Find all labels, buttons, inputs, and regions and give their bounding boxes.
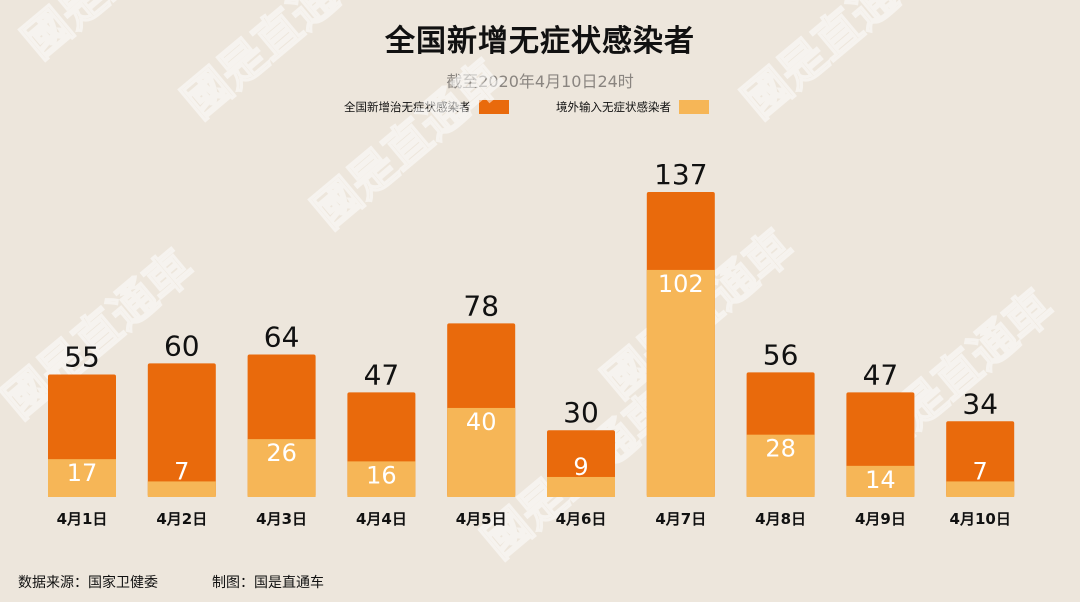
bar-imported-label: 28 — [765, 435, 796, 463]
x-tick-label: 4月3日 — [256, 510, 307, 528]
bar-imported-label: 7 — [174, 457, 189, 485]
bar-total-label: 47 — [863, 358, 899, 391]
bar-segment-imported — [646, 269, 715, 497]
legend-item-domestic: 全国新增治无症状感染者 — [344, 98, 509, 116]
x-tick-label: 4月8日 — [755, 510, 806, 528]
x-tick-label: 4月6日 — [556, 510, 607, 528]
bar-segment-domestic — [946, 421, 1015, 497]
bar-imported-label: 102 — [658, 270, 704, 298]
bar-total-label: 47 — [364, 358, 400, 391]
watermark-text-0: 國是直通車 — [12, 0, 223, 68]
bar-segment-imported — [946, 481, 1015, 497]
bar-segment-domestic — [147, 363, 216, 497]
legend-label-imported: 境外输入无症状感染者 — [556, 100, 671, 114]
bar-imported-label: 17 — [67, 459, 98, 487]
bar-segment-imported — [846, 465, 915, 497]
x-tick-label: 4月9日 — [855, 510, 906, 528]
x-tick-label: 4月5日 — [456, 510, 507, 528]
bar-total-label: 56 — [763, 338, 799, 371]
bar-total-label: 64 — [264, 321, 300, 354]
watermark-text-7: 國是直通車 — [172, 0, 383, 128]
chart-subtitle: 截至2020年4月10日24时 — [446, 72, 634, 91]
x-tick-label: 4月2日 — [156, 510, 207, 528]
bar-total-label: 30 — [563, 396, 599, 429]
bar-segment-imported — [247, 439, 316, 497]
x-tick-label: 4月10日 — [950, 510, 1011, 528]
bar-segment-imported — [547, 476, 615, 497]
bar-segment-imported — [147, 481, 216, 497]
legend-swatch-imported — [679, 100, 709, 114]
bar-total-label: 60 — [164, 329, 200, 362]
bars-layer — [48, 192, 1015, 497]
bar-imported-label: 26 — [266, 439, 297, 467]
bar-imported-label: 40 — [466, 408, 497, 436]
bar-total-label: 137 — [654, 158, 707, 191]
bar-imported-label: 9 — [573, 453, 588, 481]
bar-total-label: 55 — [64, 341, 100, 374]
watermark-text-4: 國是直通車 — [732, 0, 943, 128]
chart-credit: 制图：国是直通车 — [212, 575, 324, 591]
bar-total-label: 34 — [962, 387, 998, 420]
bar-segment-imported — [746, 434, 815, 497]
bar-total-label: 78 — [463, 289, 499, 322]
chart-source: 数据来源：国家卫健委 — [18, 575, 158, 591]
legend-item-imported: 境外输入无症状感染者 — [556, 98, 709, 116]
bar-segment-imported — [347, 461, 416, 497]
bar-imported-label: 7 — [973, 457, 988, 485]
bar-segment-imported — [447, 407, 516, 497]
bar-segment-imported — [48, 459, 116, 497]
chart-title: 全国新增无症状感染者 — [385, 24, 695, 59]
bar-imported-label: 16 — [366, 461, 397, 489]
legend-label-domestic: 全国新增治无症状感染者 — [344, 100, 471, 114]
watermark-text-1: 國是直通車 — [302, 49, 513, 238]
x-tick-label: 4月1日 — [57, 510, 108, 528]
legend-swatch-domestic — [478, 100, 509, 114]
x-tick-label: 4月4日 — [356, 510, 407, 528]
labels-layer: 55 17 4月1日 60 7 4月2日 64 26 4月3日 47 16 4月4日 78 40 4月5日 3… — [57, 158, 1011, 528]
x-tick-label: 4月7日 — [655, 510, 706, 528]
bar-imported-label: 14 — [865, 466, 896, 494]
